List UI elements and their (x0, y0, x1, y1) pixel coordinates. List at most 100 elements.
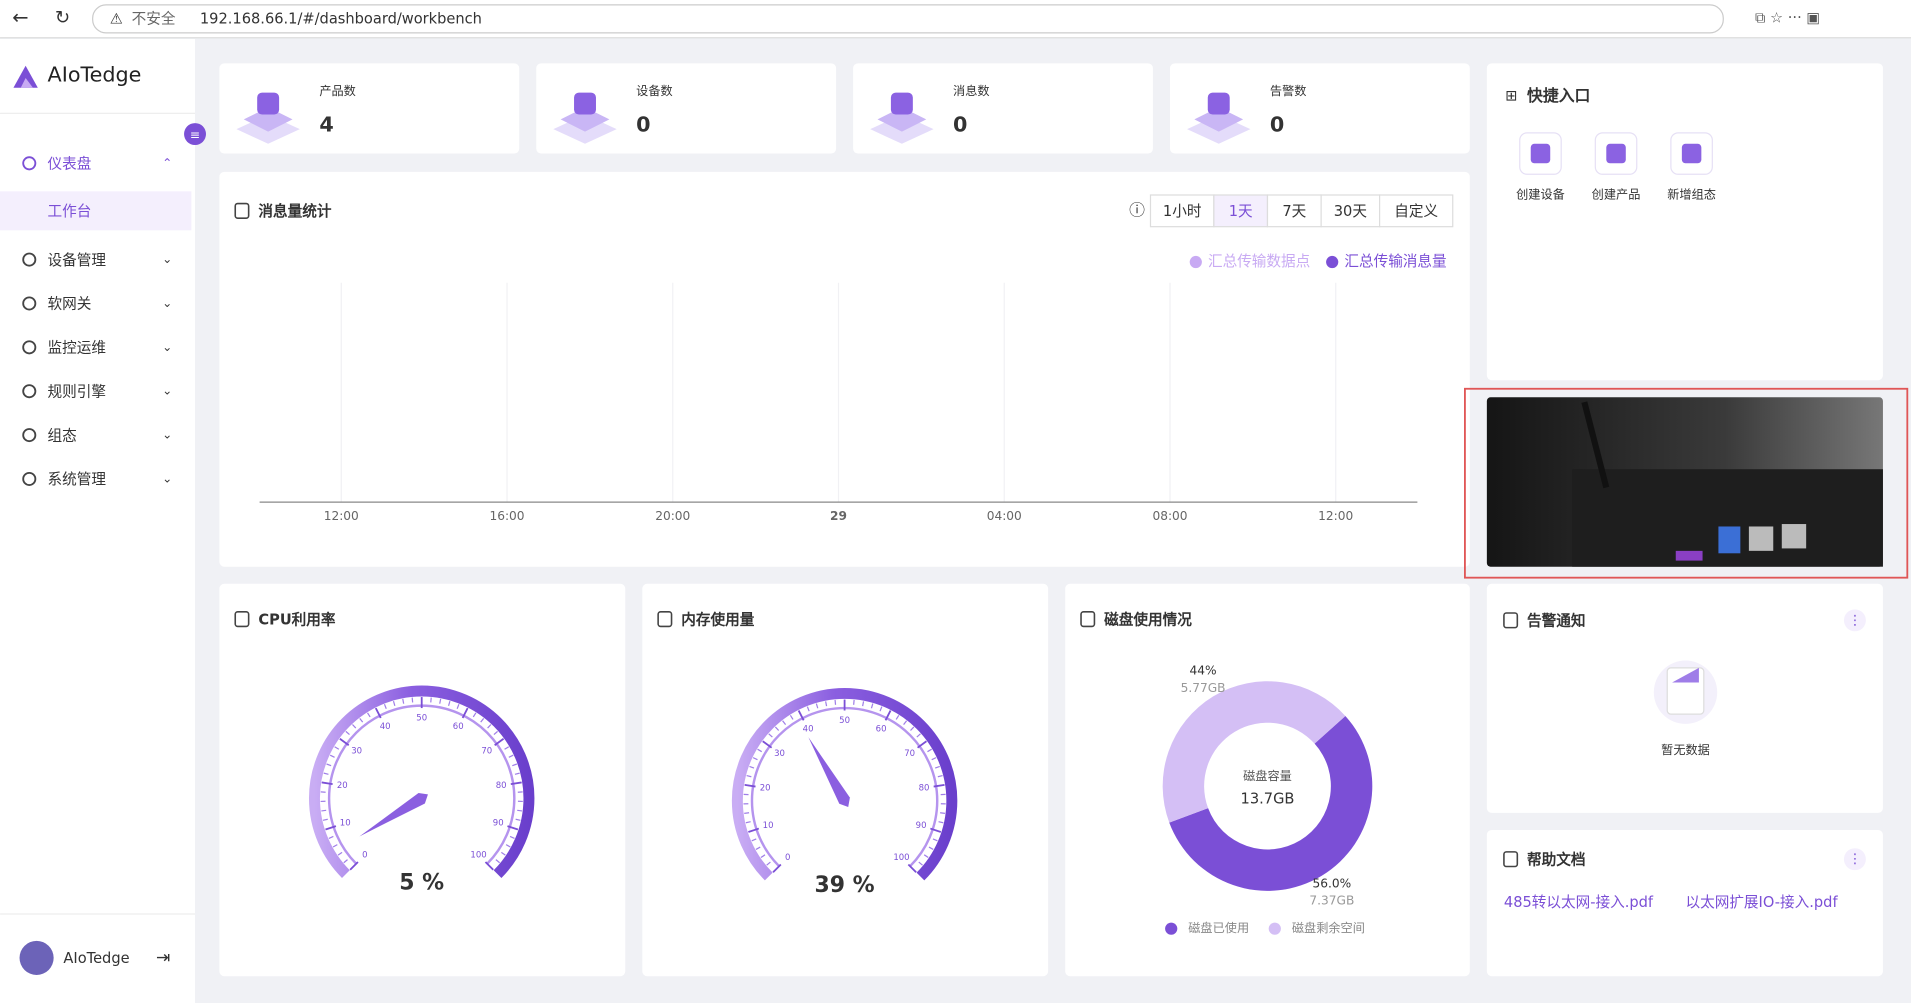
x-tick-label: 29 (830, 509, 847, 523)
range-button[interactable] (1379, 194, 1454, 228)
gauge-tick-label: 30 (774, 749, 785, 759)
gauge-minor-tick (766, 861, 771, 866)
avatar[interactable] (19, 940, 54, 975)
gauge-minor-tick (768, 733, 773, 738)
x-tick-label: 04:00 (987, 509, 1022, 523)
gauge-minor-tick (493, 730, 498, 736)
gauge-minor-tick (923, 854, 929, 859)
gauge-tick (339, 738, 350, 746)
stat-label: 告警数 (1270, 83, 1307, 98)
menu-item[interactable]: 仪表盘 (48, 155, 92, 173)
gauge-minor-tick (512, 763, 518, 767)
sidebar (0, 38, 196, 1003)
quick-glyph (1606, 143, 1626, 164)
quick-label[interactable]: 创建设备 (1516, 187, 1565, 201)
gauge-minor-tick (862, 701, 865, 707)
collapse-button[interactable] (184, 123, 206, 146)
menu-active-bg (0, 191, 192, 231)
gauge-tick-label: 60 (453, 722, 464, 732)
legend-label: 磁盘剩余空间 (1292, 920, 1365, 935)
menu-arrow: ⌄ (162, 384, 172, 398)
gauge-minor-tick (746, 774, 752, 778)
back-button[interactable]: ← (12, 6, 28, 29)
slice-size: 5.77GB (1181, 681, 1226, 695)
gauge-minor-tick (755, 846, 761, 850)
logout-button[interactable]: ⇥ (156, 948, 170, 968)
gauge-minor-tick (825, 701, 828, 707)
doc-link[interactable]: 485转以太网-接入.pdf (1504, 894, 1654, 911)
gauge-minor-tick (782, 720, 787, 725)
quick-label[interactable]: 新增组态 (1667, 186, 1716, 201)
stat-value: 0 (1270, 113, 1284, 137)
message-chart-title: 消息量统计 (258, 202, 331, 220)
empty-illustration (1672, 667, 1699, 683)
gauge-tick (884, 710, 892, 721)
cpu-icon (234, 611, 250, 628)
gauge-minor-tick (870, 703, 874, 709)
menu-item[interactable]: 监控运维 (48, 340, 106, 357)
menu-item[interactable]: 设备管理 (48, 252, 107, 269)
menu-icon (22, 296, 37, 311)
range-label: 自定义 (1394, 203, 1438, 220)
gauge-minor-tick (472, 712, 477, 718)
gauge-minor-tick (509, 835, 515, 839)
gauge-minor-tick (337, 851, 343, 856)
more-button[interactable] (1843, 609, 1866, 632)
menu-icon (22, 384, 37, 399)
quick-label[interactable]: 创建产品 (1592, 187, 1641, 201)
range-button[interactable] (1266, 194, 1322, 228)
more-button[interactable] (1843, 848, 1866, 871)
gauge-minor-tick (500, 851, 506, 856)
gauge-tick-label: 40 (803, 725, 814, 735)
gauge-minor-tick (760, 854, 766, 859)
range-button[interactable] (1149, 194, 1215, 228)
stat-icon (1207, 92, 1230, 115)
alarms-icon (1503, 612, 1519, 629)
gauge-minor-tick (916, 733, 921, 738)
gauge-tick-label: 70 (481, 746, 492, 756)
legend-marker (1326, 255, 1339, 269)
legend-marker (1165, 922, 1178, 935)
doc-link[interactable]: 以太网扩展IO-接入.pdf (1686, 894, 1839, 911)
stat-value: 0 (953, 113, 967, 137)
device-port (1675, 550, 1703, 561)
logo (13, 65, 38, 88)
gauge-minor-tick (352, 724, 357, 729)
security-label: 不安全 (132, 9, 176, 27)
menu-item[interactable]: 系统管理 (48, 471, 107, 488)
card (642, 583, 1049, 977)
collapse-icon: ≡ (190, 128, 200, 142)
memory-icon (657, 611, 673, 628)
stat-label: 设备数 (636, 83, 673, 98)
legend-label: 汇总传输数据点 (1208, 253, 1310, 270)
gauge-minor-tick (402, 698, 405, 704)
gauge-tick (484, 861, 494, 871)
highlight-box (1464, 387, 1909, 579)
gauge-tick (797, 710, 805, 721)
reload-button[interactable]: ↻ (55, 7, 70, 28)
gauge-minor-tick (751, 838, 757, 842)
gauge-minor-tick (515, 818, 521, 821)
address-bar[interactable] (92, 4, 1724, 34)
menu-item[interactable]: 组态 (48, 427, 77, 444)
gauge-tick (930, 827, 942, 833)
stat-icon-plate (560, 107, 610, 132)
menu-icon (22, 252, 37, 267)
legend-marker (1189, 255, 1202, 269)
stat-value: 4 (319, 113, 333, 137)
menu-item[interactable]: 软网关 (48, 296, 92, 313)
gauge-minor-tick (937, 774, 943, 778)
gauge-tick-label: 90 (916, 821, 927, 831)
gauge-minor-tick (343, 859, 348, 864)
gauge-tick-label: 90 (493, 819, 504, 829)
gauge-ring (308, 685, 535, 878)
url[interactable]: 192.168.66.1/#/dashboard/workbench (200, 10, 482, 27)
menu-item[interactable]: 规则引擎 (48, 383, 107, 400)
range-button[interactable] (1320, 194, 1381, 228)
warning-icon: ⚠ (110, 10, 123, 27)
gauge-minor-tick (918, 861, 923, 866)
gauge-minor-tick (456, 703, 460, 709)
browser-tools[interactable]: ⧉ ☆ ··· ▣ (1755, 9, 1820, 26)
submenu-item[interactable]: 工作台 (48, 203, 92, 220)
x-tick-label: 12:00 (1318, 509, 1353, 523)
